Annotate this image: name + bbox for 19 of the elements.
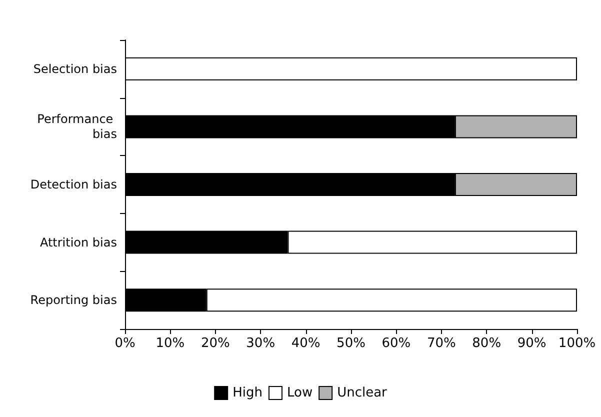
y-tick-label: Reporting bias [30,293,117,308]
x-tick-label: 0% [114,336,136,351]
y-tick-label: Performance bias [37,112,117,142]
x-tick-label: 80% [472,336,502,351]
y-tick-label: Attrition bias [40,235,117,250]
x-tick-label: 30% [246,336,276,351]
legend-label: Unclear [337,386,388,400]
x-tick-label: 100% [558,336,596,351]
x-tick-label: 40% [291,336,320,351]
x-tick-label: 70% [426,336,456,351]
x-tick-label: 20% [200,336,230,351]
legend-label: High [232,386,262,400]
y-tick-label: Selection bias [33,62,117,76]
x-tick-label: 50% [336,336,366,351]
legend-label: Low [286,386,313,400]
x-tick-label: 90% [517,336,546,351]
x-tick-label: 60% [382,336,411,351]
x-tick-label: 10% [156,336,185,351]
y-tick-label: Detection bias [30,178,117,192]
